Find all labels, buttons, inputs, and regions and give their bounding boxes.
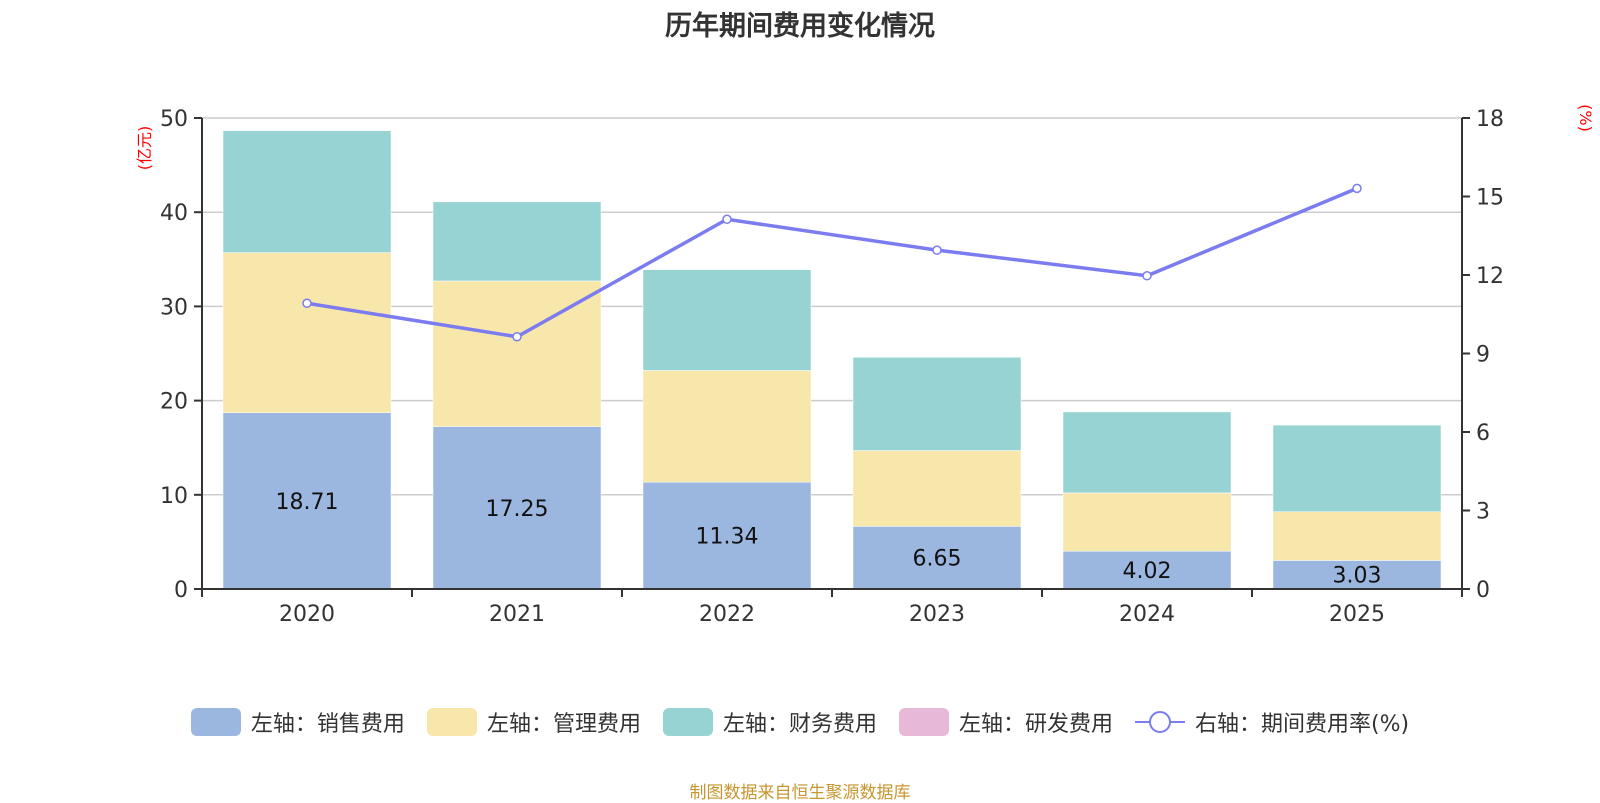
right-tick-label: 6 <box>1476 421 1490 446</box>
legend-item-expense-ratio[interactable]: 右轴：期间费用率(%) <box>1134 706 1410 738</box>
bar-segment <box>852 450 1022 527</box>
right-tick-label: 18 <box>1476 107 1504 132</box>
line-point <box>722 214 732 225</box>
line-point <box>1142 271 1152 281</box>
bar-segment <box>432 426 602 590</box>
bar-layer: 18.71 17.25 11.34 6.65 4.02 3.03 <box>222 130 1442 590</box>
legend-swatch-admin <box>426 708 477 736</box>
bar-segment <box>222 130 392 253</box>
right-tick-label: 0 <box>1476 578 1490 603</box>
x-tick-label: 2024 <box>1119 602 1175 627</box>
line-series <box>306 186 1358 339</box>
line-point <box>512 332 522 342</box>
legend: 左轴：销售费用 左轴：管理费用 左轴：财务费用 左轴：研发费用 右轴：期间费用率… <box>0 706 1600 738</box>
line-point <box>932 245 942 255</box>
bar-segment <box>1062 411 1232 494</box>
legend-item-rnd[interactable]: 左轴：研发费用 <box>898 706 1113 738</box>
bar-segment <box>222 252 392 414</box>
legend-label-finance: 左轴：财务费用 <box>722 712 877 737</box>
left-tick-label: 0 <box>174 578 188 603</box>
legend-label-expense-ratio: 右轴：期间费用率(%) <box>1194 712 1410 737</box>
line-marker-icon <box>1134 711 1185 733</box>
left-tick-label: 30 <box>160 295 188 320</box>
bar-data-label: 4.02 <box>1123 559 1172 584</box>
gridlines <box>202 117 1462 496</box>
right-tick-label: 12 <box>1476 264 1504 289</box>
legend-item-sales[interactable]: 左轴：销售费用 <box>190 706 405 738</box>
data-source-note: 制图数据来自恒生聚源数据库 <box>689 783 911 803</box>
x-tick-label: 2021 <box>489 602 545 627</box>
left-axis-unit: (亿元) <box>135 126 154 171</box>
legend-label-admin: 左轴：管理费用 <box>486 712 641 737</box>
bar-segment <box>1272 511 1442 561</box>
bar-segment <box>642 481 812 590</box>
bar-segment <box>1272 424 1442 513</box>
bar-segment <box>852 357 1022 451</box>
x-tick-label: 2020 <box>279 602 335 627</box>
bar-data-label: 17.25 <box>486 497 549 522</box>
bar-segment <box>642 269 812 371</box>
bar-segment <box>642 370 812 483</box>
bar-data-label: 18.71 <box>276 490 339 515</box>
legend-item-finance[interactable]: 左轴：财务费用 <box>662 706 877 738</box>
bar-data-label: 6.65 <box>913 547 962 572</box>
chart-title: 历年期间费用变化情况 <box>665 11 935 42</box>
x-tick-label: 2022 <box>699 602 755 627</box>
axes: 0 10 20 30 40 50 0 3 6 9 12 15 18 2020 2021 2022 2023 202… <box>160 107 1504 627</box>
right-axis-unit: (%) <box>1576 104 1595 132</box>
right-tick-label: 3 <box>1476 500 1490 525</box>
bar-segment <box>432 201 602 282</box>
bar-segment <box>852 526 1022 590</box>
legend-swatch-rnd <box>898 708 949 736</box>
left-tick-label: 10 <box>160 484 188 509</box>
bar-segment <box>222 412 392 590</box>
right-tick-label: 15 <box>1476 186 1504 211</box>
left-tick-label: 50 <box>160 107 188 132</box>
line-point <box>1352 183 1362 194</box>
legend-item-admin[interactable]: 左轴：管理费用 <box>426 706 641 738</box>
bar-data-label: 11.34 <box>696 525 759 550</box>
x-tick-label: 2023 <box>909 602 965 627</box>
left-tick-label: 40 <box>160 201 188 226</box>
legend-swatch-sales <box>190 708 241 736</box>
line-layer <box>302 183 1362 342</box>
bar-segment <box>1062 492 1232 552</box>
legend-swatch-finance <box>662 708 713 736</box>
right-tick-label: 9 <box>1476 343 1490 368</box>
left-tick-label: 20 <box>160 390 188 415</box>
line-point <box>302 298 312 309</box>
bar-data-label: 3.03 <box>1333 564 1382 589</box>
bar-segment <box>1062 550 1232 590</box>
x-tick-label: 2025 <box>1329 602 1385 627</box>
legend-label-rnd: 左轴：研发费用 <box>958 712 1113 737</box>
legend-label-sales: 左轴：销售费用 <box>250 712 405 737</box>
